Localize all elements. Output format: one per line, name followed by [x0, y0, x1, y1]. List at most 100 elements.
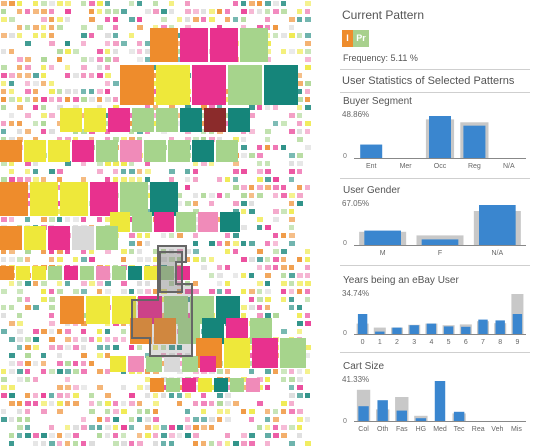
pattern-tile[interactable]	[241, 153, 247, 158]
pattern-tile[interactable]	[9, 121, 14, 126]
pattern-tile[interactable]	[9, 1, 15, 6]
pattern-tile[interactable]	[137, 409, 142, 414]
pattern-tile[interactable]	[81, 441, 86, 446]
pattern-tile[interactable]	[137, 25, 143, 30]
pattern-tile[interactable]	[89, 281, 95, 286]
pattern-tile[interactable]	[105, 33, 111, 38]
pattern-tile[interactable]	[33, 361, 38, 366]
pattern-tile[interactable]	[217, 177, 222, 182]
pattern-tile[interactable]	[144, 140, 166, 162]
pattern-tile[interactable]	[25, 417, 30, 422]
pattern-tile[interactable]	[120, 140, 142, 162]
pattern-tile[interactable]	[289, 393, 295, 398]
pattern-tile[interactable]	[185, 177, 190, 182]
pattern-tile[interactable]	[217, 273, 223, 278]
pattern-tile[interactable]	[169, 433, 175, 438]
pattern-tile[interactable]	[225, 369, 230, 374]
pattern-tile[interactable]	[17, 401, 22, 406]
pattern-tile[interactable]	[89, 441, 95, 446]
pattern-tile[interactable]	[49, 81, 54, 86]
pattern-tile[interactable]	[1, 257, 6, 262]
pattern-tile[interactable]	[105, 289, 111, 294]
pattern-tile[interactable]	[1, 9, 6, 14]
pattern-tile[interactable]	[97, 217, 102, 222]
pattern-tile[interactable]	[193, 433, 199, 438]
pattern-tile[interactable]	[281, 257, 286, 262]
pattern-tile[interactable]	[137, 249, 142, 254]
pattern-tile[interactable]	[185, 393, 191, 398]
pattern-tile[interactable]	[17, 121, 22, 126]
pattern-tile[interactable]	[153, 441, 158, 446]
pattern-tile[interactable]	[265, 385, 270, 390]
pattern-tile[interactable]	[97, 385, 103, 390]
pattern-tile[interactable]	[49, 297, 55, 302]
pattern-tile[interactable]	[228, 108, 250, 132]
pattern-tile[interactable]	[145, 377, 150, 382]
pattern-tile[interactable]	[17, 417, 22, 422]
pattern-tile[interactable]	[57, 401, 63, 406]
pattern-tile[interactable]	[265, 281, 270, 286]
pattern-tile[interactable]	[25, 337, 31, 342]
pattern-tile[interactable]	[57, 89, 62, 94]
pattern-tile[interactable]	[305, 65, 311, 70]
pattern-tile[interactable]	[305, 313, 310, 318]
pattern-tile[interactable]	[25, 57, 31, 62]
pattern-tile[interactable]	[161, 393, 166, 398]
pattern-tile[interactable]	[32, 266, 46, 280]
pattern-tile[interactable]	[89, 33, 94, 38]
pattern-tile[interactable]	[65, 49, 71, 54]
pattern-tile[interactable]	[113, 345, 119, 350]
pattern-tile[interactable]	[9, 161, 14, 166]
pattern-tile[interactable]	[9, 177, 15, 182]
pattern-tile[interactable]	[217, 137, 222, 142]
pattern-tile[interactable]	[182, 356, 198, 372]
pattern-tile[interactable]	[246, 378, 260, 392]
pattern-tile[interactable]	[1, 385, 7, 390]
pattern-tile[interactable]	[97, 345, 103, 350]
pattern-tile[interactable]	[81, 33, 87, 38]
pattern-tile[interactable]	[57, 105, 63, 110]
pattern-tile[interactable]	[1, 129, 6, 134]
pattern-tile[interactable]	[145, 49, 150, 54]
pattern-tile[interactable]	[241, 225, 247, 230]
pattern-tile[interactable]	[25, 113, 31, 118]
pattern-tile[interactable]	[185, 201, 191, 206]
pattern-tile[interactable]	[209, 137, 215, 142]
pattern-tile[interactable]	[33, 329, 39, 334]
pattern-tile[interactable]	[233, 161, 239, 166]
pattern-tile[interactable]	[161, 257, 167, 262]
pattern-tile[interactable]	[217, 281, 222, 286]
pattern-tile[interactable]	[137, 345, 142, 350]
pattern-tile[interactable]	[145, 9, 151, 14]
pattern-tile[interactable]	[265, 185, 271, 190]
pattern-tile[interactable]	[153, 409, 158, 414]
pattern-tile[interactable]	[177, 433, 182, 438]
pattern-tile[interactable]	[265, 177, 271, 182]
pattern-tile[interactable]	[177, 121, 182, 126]
pattern-tile[interactable]	[233, 241, 239, 246]
pattern-tile[interactable]	[305, 273, 310, 278]
pattern-tile[interactable]	[185, 169, 190, 174]
pattern-tile[interactable]	[289, 161, 294, 166]
pattern-tile[interactable]	[33, 441, 38, 446]
pattern-tile[interactable]	[49, 33, 54, 38]
pattern-tile[interactable]	[153, 9, 159, 14]
pattern-tile[interactable]	[225, 193, 230, 198]
pattern-tile[interactable]	[25, 369, 30, 374]
pattern-tile[interactable]	[289, 217, 295, 222]
pattern-tile[interactable]	[65, 17, 70, 22]
pattern-tile[interactable]	[1, 249, 6, 254]
pattern-tile[interactable]	[48, 140, 70, 162]
pattern-tile[interactable]	[305, 49, 311, 54]
pattern-tile[interactable]	[41, 105, 46, 110]
pattern-tile[interactable]	[289, 281, 294, 286]
pattern-tile[interactable]	[9, 97, 15, 102]
pattern-tile[interactable]	[185, 105, 191, 110]
pattern-tile[interactable]	[25, 425, 30, 430]
pattern-tile[interactable]	[105, 89, 110, 94]
pattern-tile[interactable]	[297, 153, 303, 158]
pattern-tile[interactable]	[289, 201, 294, 206]
pattern-tile[interactable]	[25, 409, 30, 414]
pattern-tile[interactable]	[265, 1, 271, 6]
pattern-tile[interactable]	[57, 441, 62, 446]
